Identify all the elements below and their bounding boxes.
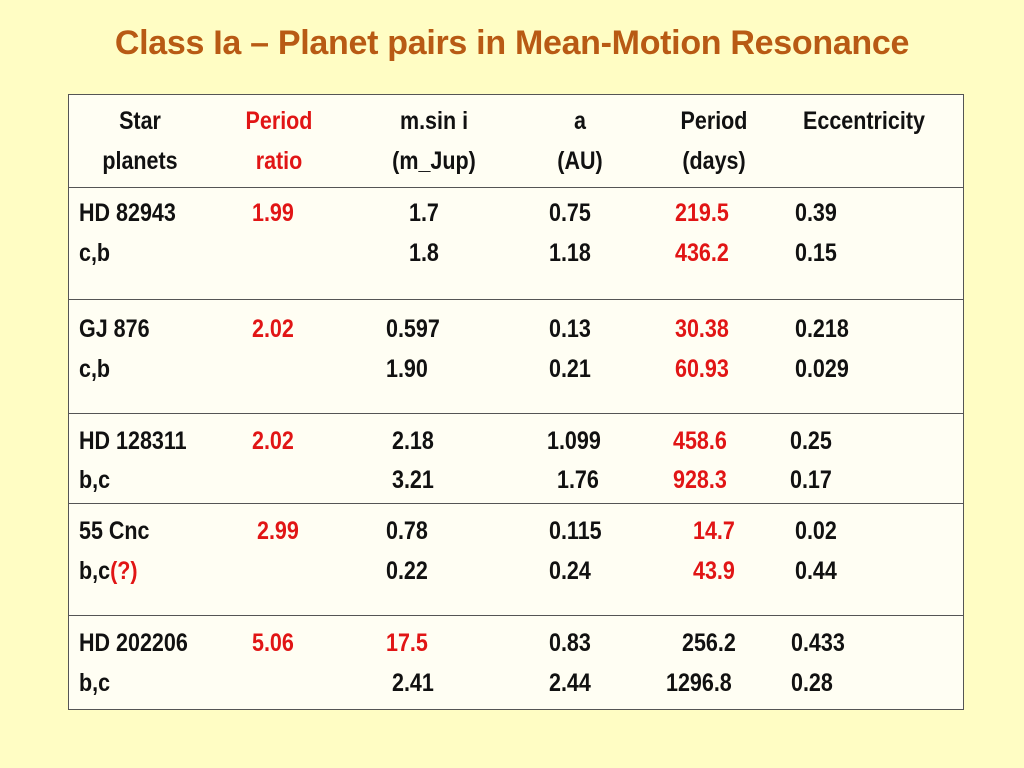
msini-2: 0.22 <box>386 557 428 585</box>
semi-major-axis-1: 0.13 <box>549 315 591 343</box>
eccentricity-2: 0.17 <box>790 466 832 494</box>
header-a: a <box>574 107 586 135</box>
table-row-hd82943: HD 82943 c,b 1.99 1.7 1.8 0.75 1.18 219.… <box>69 187 963 300</box>
msini-2: 3.21 <box>392 466 434 494</box>
eccentricity-2: 0.28 <box>791 669 833 697</box>
planet-pair-note: (?) <box>110 557 138 585</box>
header-period: Period <box>680 107 748 135</box>
planet-pair: b,c <box>79 557 111 585</box>
star-name: HD 128311 <box>79 427 187 455</box>
eccentricity-2: 0.029 <box>795 355 849 383</box>
eccentricity-2: 0.15 <box>795 239 837 267</box>
period-days-2: 60.93 <box>675 355 729 383</box>
planet-pair: c,b <box>79 355 111 383</box>
msini-1: 17.5 <box>386 629 428 657</box>
msini-2: 2.41 <box>392 669 434 697</box>
period-ratio: 1.99 <box>252 199 294 227</box>
period-days-1: 256.2 <box>682 629 736 657</box>
period-ratio: 2.02 <box>252 427 294 455</box>
period-days-1: 458.6 <box>673 427 727 455</box>
semi-major-axis-2: 1.76 <box>557 466 599 494</box>
table-row-gj876: GJ 876 c,b 2.02 0.597 1.90 0.13 0.21 30.… <box>69 299 963 414</box>
slide-title: Class Ia – Planet pairs in Mean-Motion R… <box>114 24 910 62</box>
table-row-hd128311: HD 128311 b,c 2.02 2.18 3.21 1.099 1.76 … <box>69 413 963 504</box>
semi-major-axis-1: 0.83 <box>549 629 591 657</box>
header-period-sub: (days) <box>682 147 746 175</box>
period-days-1: 30.38 <box>675 315 729 343</box>
period-days-1: 14.7 <box>693 517 735 545</box>
period-days-2: 928.3 <box>673 466 727 494</box>
eccentricity-1: 0.39 <box>795 199 837 227</box>
period-days-1: 219.5 <box>675 199 729 227</box>
eccentricity-1: 0.433 <box>791 629 845 657</box>
planet-pair: b,c <box>79 669 111 697</box>
eccentricity-1: 0.25 <box>790 427 832 455</box>
header-ratio-sub: ratio <box>255 147 303 175</box>
header-msini: m.sin i <box>399 107 469 135</box>
header-msini-sub: (m_Jup) <box>392 147 476 175</box>
star-name: 55 Cnc <box>79 517 150 545</box>
period-days-2: 1296.8 <box>666 669 732 697</box>
msini-1: 0.78 <box>386 517 428 545</box>
msini-1: 0.597 <box>386 315 440 343</box>
table-row-hd202206: HD 202206 b,c 5.06 17.5 2.41 0.83 2.44 2… <box>69 615 963 709</box>
eccentricity-2: 0.44 <box>795 557 837 585</box>
header-star-sub: planets <box>102 147 178 175</box>
msini-2: 1.8 <box>409 239 439 267</box>
period-ratio: 5.06 <box>252 629 294 657</box>
eccentricity-1: 0.02 <box>795 517 837 545</box>
planet-pair: b,c <box>79 466 111 494</box>
msini-1: 1.7 <box>409 199 439 227</box>
period-ratio: 2.02 <box>252 315 294 343</box>
star-name: GJ 876 <box>79 315 150 343</box>
msini-2: 1.90 <box>386 355 428 383</box>
header-a-sub: (AU) <box>557 147 603 175</box>
semi-major-axis-1: 1.099 <box>547 427 601 455</box>
period-ratio: 2.99 <box>257 517 299 545</box>
semi-major-axis-1: 0.75 <box>549 199 591 227</box>
semi-major-axis-2: 0.21 <box>549 355 591 383</box>
semi-major-axis-2: 1.18 <box>549 239 591 267</box>
eccentricity-1: 0.218 <box>795 315 849 343</box>
period-days-2: 436.2 <box>675 239 729 267</box>
header-eccentricity: Eccentricity <box>803 107 925 135</box>
planet-pair-wrap: b,c(?) <box>79 555 138 587</box>
planet-pair: c,b <box>79 239 111 267</box>
table-row-55cnc: 55 Cnc b,c(?) 2.99 0.78 0.22 0.115 0.24 … <box>69 503 963 616</box>
semi-major-axis-2: 0.24 <box>549 557 591 585</box>
table-header: Star planets Period ratio m.sin i (m_Jup… <box>69 95 963 188</box>
semi-major-axis-1: 0.115 <box>549 517 602 545</box>
semi-major-axis-2: 2.44 <box>549 669 591 697</box>
star-name: HD 82943 <box>79 199 176 227</box>
resonance-table: Star planets Period ratio m.sin i (m_Jup… <box>68 94 964 710</box>
period-days-2: 43.9 <box>693 557 735 585</box>
msini-1: 2.18 <box>392 427 434 455</box>
header-ratio: Period <box>245 107 313 135</box>
header-star: Star <box>119 107 161 135</box>
star-name: HD 202206 <box>79 629 188 657</box>
